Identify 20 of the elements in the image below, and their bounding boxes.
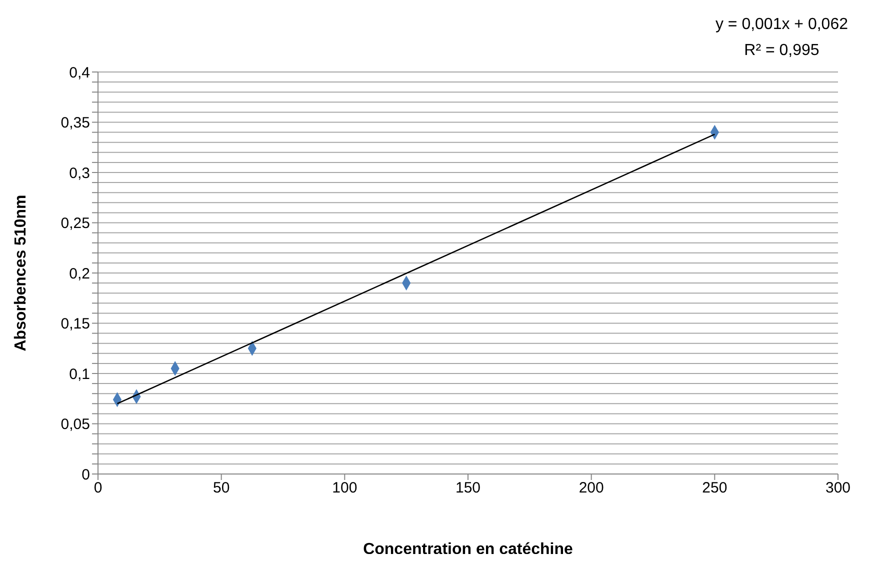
y-tick-label: 0,3 (69, 164, 90, 182)
x-tick-label: 0 (94, 480, 102, 497)
text: R² = 0,995 (743, 41, 820, 61)
y-tick-label: 0,25 (60, 215, 90, 232)
x-tick-label: 300 (825, 480, 851, 497)
x-axis-title: Concentration en catéchine (363, 541, 574, 558)
x-tick-label: 200 (578, 480, 604, 497)
x-tick-label: 50 (212, 480, 230, 497)
text: y = 0,001x + 0,062 (715, 15, 848, 35)
x-tick-label: 150 (455, 480, 481, 497)
y-tick-label: 0,15 (60, 316, 90, 333)
y-tick-label: 0,1 (69, 366, 90, 383)
y-tick-label: 0,05 (60, 416, 90, 434)
y-tick-label: 0 (82, 466, 90, 484)
x-tick-label: 100 (332, 480, 358, 497)
x-tick-label: 250 (702, 480, 728, 497)
y-axis-title: Absorbences 510nm (12, 194, 30, 352)
y-tick-label: 0,2 (69, 265, 90, 282)
y-tick-label: 0,4 (69, 64, 90, 82)
y-tick-label: 0,35 (60, 114, 90, 132)
